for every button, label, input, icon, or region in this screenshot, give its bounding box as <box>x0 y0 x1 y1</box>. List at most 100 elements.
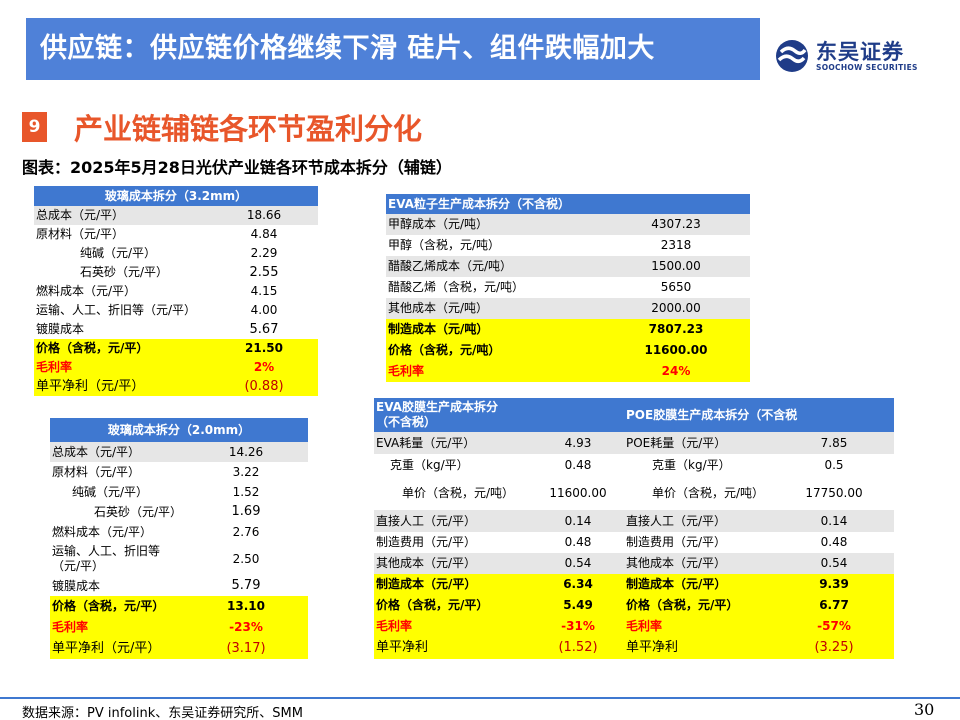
title-banner: 供应链：供应链价格继续下滑 硅片、组件跌幅加大 <box>26 18 760 80</box>
poe-row-value: (3.25) <box>814 640 854 655</box>
row-value: 1.52 <box>232 485 260 499</box>
row-label: 毛利率 <box>36 360 73 374</box>
logo-text-cn: 东吴证券 <box>816 40 904 64</box>
table-row: 其他成本（元/平） 0.54 其他成本（元/平） 0.54 <box>374 553 894 574</box>
poe-row-label: 直接人工（元/平） <box>626 514 727 528</box>
row-label: 价格（含税，元/吨） <box>388 343 501 357</box>
row-label: 燃料成本（元/平） <box>52 525 153 539</box>
table-row: 燃料成本（元/平） 2.76 <box>50 522 308 542</box>
poe-row-label: 毛利率 <box>626 619 663 633</box>
row-label: 石英砂（元/平） <box>80 265 169 279</box>
row-value: 7807.23 <box>648 322 704 336</box>
table-row: 石英砂（元/平） 2.55 <box>34 263 318 282</box>
row-value: 1500.00 <box>651 259 701 273</box>
row-value: 4.84 <box>250 227 278 241</box>
table-row: 单平净利 (1.52) 单平净利 (3.25) <box>374 637 894 659</box>
eva-film-header-continued: （不含税） <box>376 415 437 429</box>
figure-title: 图表：2025年5月28日光伏产业链各环节成本拆分（辅链） <box>22 158 452 177</box>
eva-row-label: 克重（kg/平） <box>390 458 469 472</box>
row-value: 2% <box>253 360 275 374</box>
eva-row-label: 其他成本（元/平） <box>376 556 477 570</box>
table-row: 单平净利（元/平） (0.88) <box>34 377 318 396</box>
table-row: 毛利率 -31% 毛利率 -57% <box>374 616 894 637</box>
row-label: 原材料（元/平） <box>36 227 125 241</box>
row-label: 毛利率 <box>388 364 425 378</box>
table-row: 单价（含税，元/吨） 11600.00 单价（含税，元/吨） 17750.00 <box>374 476 894 510</box>
table-row: 镀膜成本 5.67 <box>34 320 318 339</box>
poe-row-value: 6.77 <box>819 598 849 612</box>
table-header-label: 玻璃成本拆分（2.0mm） <box>107 423 251 437</box>
row-value: 5.67 <box>249 322 279 337</box>
row-value: 2.29 <box>250 246 278 260</box>
table-header: EVA粒子生产成本拆分（不含税） <box>386 194 750 214</box>
table-header-label: EVA粒子生产成本拆分（不含税） <box>388 197 570 211</box>
table-row: 醋酸乙烯（含税，元/吨） 5650 <box>386 277 750 298</box>
eva-row-value: 5.49 <box>563 598 593 612</box>
row-value: 14.26 <box>228 445 264 459</box>
table-row: 毛利率 24% <box>386 361 750 382</box>
row-value: 1.69 <box>231 504 261 519</box>
glass-3-2mm-table: 玻璃成本拆分（3.2mm） 总成本（元/平） 18.66 原材料（元/平） 4.… <box>34 186 318 396</box>
poe-row-value: 17750.00 <box>805 486 863 500</box>
table-row: 其他成本（元/吨） 2000.00 <box>386 298 750 319</box>
row-label: 价格（含税，元/平） <box>36 341 149 355</box>
row-label-continued: （元/平） <box>52 559 105 573</box>
table-row: 制造费用（元/平） 0.48 制造费用（元/平） 0.48 <box>374 532 894 553</box>
row-value: -23% <box>229 620 263 634</box>
company-logo: 东吴证券 SOOCHOW SECURITIES <box>774 36 934 76</box>
table-row: 纯碱（元/平） 1.52 <box>50 482 308 502</box>
table-row: 毛利率 2% <box>34 358 318 377</box>
row-label: 单平净利（元/平） <box>36 379 145 394</box>
row-label: 毛利率 <box>52 620 89 634</box>
table-row: 价格（含税，元/平） 21.50 <box>34 339 318 358</box>
row-value: 5650 <box>660 280 692 294</box>
poe-row-label: POE耗量（元/平） <box>626 436 727 450</box>
eva-row-value: 0.54 <box>564 556 592 570</box>
table-header: 玻璃成本拆分（3.2mm） <box>34 186 318 206</box>
table-row: 运输、人工、折旧等 （元/平） 2.50 <box>50 542 308 576</box>
row-value: 13.10 <box>227 599 265 613</box>
table-row: 甲醇（含税，元/吨） 2318 <box>386 235 750 256</box>
table-header-label: 玻璃成本拆分（3.2mm） <box>104 189 248 203</box>
eva-row-value: (1.52) <box>558 640 598 655</box>
row-value: 11600.00 <box>644 343 708 357</box>
row-value: 18.66 <box>246 208 282 222</box>
eva-row-value: 4.93 <box>564 436 592 450</box>
table-row: 镀膜成本 5.79 <box>50 576 308 596</box>
table-row: 价格（含税，元/平） 13.10 <box>50 596 308 617</box>
eva-film-header: EVA胶膜生产成本拆分 <box>376 400 498 414</box>
eva-row-label: 制造费用（元/平） <box>376 535 477 549</box>
eva-row-label: EVA耗量（元/平） <box>376 436 476 450</box>
poe-row-value: 0.5 <box>824 458 844 472</box>
poe-row-label: 克重（kg/平） <box>652 458 731 472</box>
row-value: 4307.23 <box>651 217 701 231</box>
row-label: 其他成本（元/吨） <box>388 301 489 315</box>
row-label: 镀膜成本 <box>52 579 101 593</box>
row-label: 纯碱（元/平） <box>80 246 157 260</box>
table-row: 制造成本（元/吨） 7807.23 <box>386 319 750 340</box>
row-value: 2.76 <box>232 525 260 539</box>
row-label: 燃料成本（元/平） <box>36 284 137 298</box>
row-label: 运输、人工、折旧等 <box>52 544 161 558</box>
table-row: 价格（含税，元/平） 5.49 价格（含税，元/平） 6.77 <box>374 595 894 616</box>
table-row: 醋酸乙烯成本（元/吨） 1500.00 <box>386 256 750 277</box>
table-row: 运输、人工、折旧等（元/平） 4.00 <box>34 301 318 320</box>
film-cost-table: EVA胶膜生产成本拆分 （不含税） POE胶膜生产成本拆分（不含税 EVA耗量（… <box>374 398 894 659</box>
table-header: 玻璃成本拆分（2.0mm） <box>50 418 308 442</box>
row-label: 醋酸乙烯成本（元/吨） <box>388 259 513 273</box>
eva-row-value: 11600.00 <box>549 486 607 500</box>
row-label: 镀膜成本 <box>36 322 85 336</box>
table-row: 纯碱（元/平） 2.29 <box>34 244 318 263</box>
row-value: 2.55 <box>249 265 279 280</box>
eva-row-label: 制造成本（元/平） <box>376 577 477 591</box>
table-row: 石英砂（元/平） 1.69 <box>50 502 308 522</box>
section-title: 产业链辅链各环节盈利分化 <box>74 112 423 146</box>
table-header: EVA胶膜生产成本拆分 （不含税） POE胶膜生产成本拆分（不含税 <box>374 398 894 432</box>
row-label: 运输、人工、折旧等（元/平） <box>36 303 197 317</box>
poe-row-label: 单价（含税，元/吨） <box>652 486 765 500</box>
table-row: EVA耗量（元/平） 4.93 POE耗量（元/平） 7.85 <box>374 432 894 454</box>
eva-row-value: 0.48 <box>564 458 592 472</box>
row-value: 4.00 <box>250 303 278 317</box>
row-label: 总成本（元/平） <box>36 208 125 222</box>
eva-particle-table: EVA粒子生产成本拆分（不含税） 甲醇成本（元/吨） 4307.23 甲醇（含税… <box>386 194 750 382</box>
